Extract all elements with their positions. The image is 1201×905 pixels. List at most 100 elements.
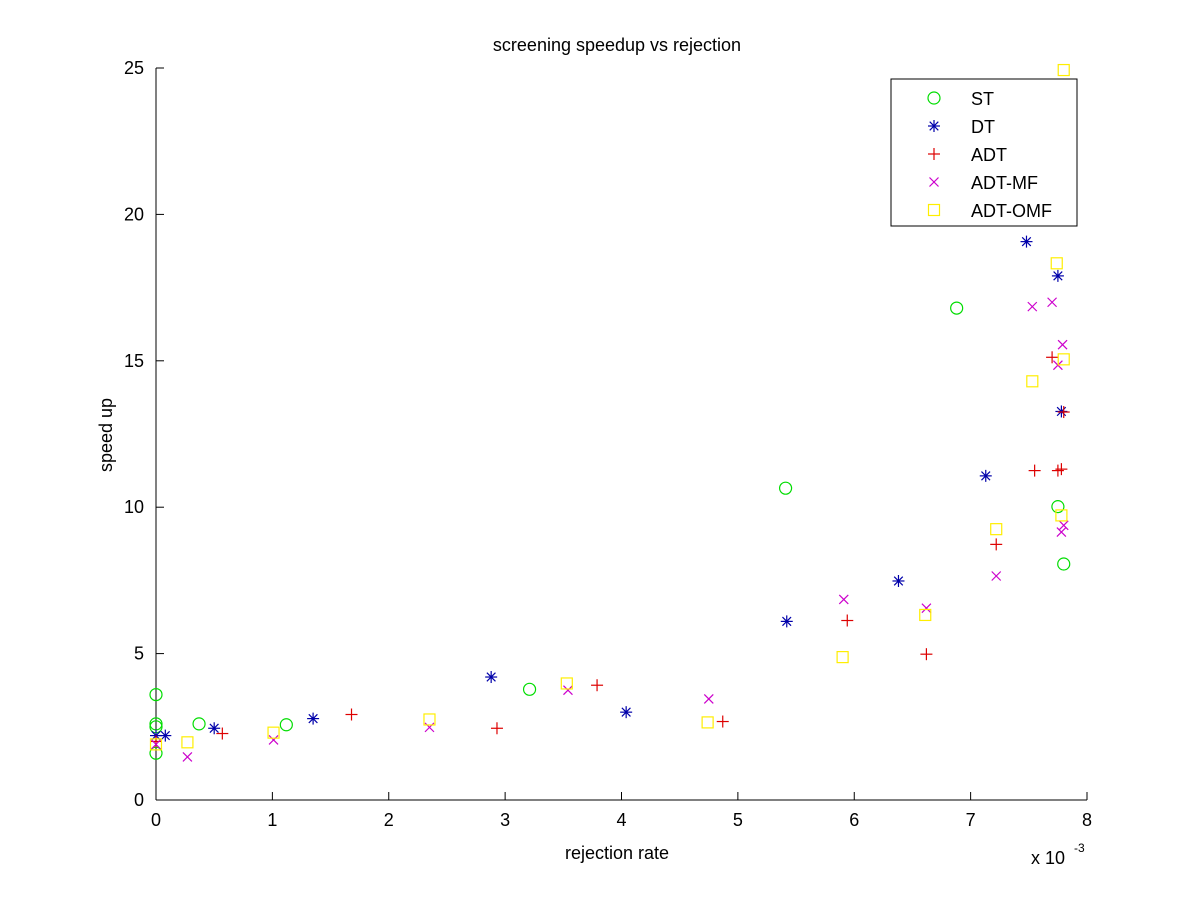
x-tick-label: 7 xyxy=(966,810,976,830)
legend-label: ADT xyxy=(971,145,1007,165)
data-point xyxy=(838,594,849,605)
data-point xyxy=(919,608,932,622)
data-point xyxy=(485,671,498,684)
legend-entry: ADT-OMF xyxy=(927,201,1052,221)
data-point xyxy=(208,722,221,735)
legend-marker xyxy=(928,120,940,132)
x-axis-multiplier-exponent: -3 xyxy=(1074,841,1085,855)
data-point xyxy=(591,679,604,692)
x-ticks: 0 1 2 3 4 5 6 7 8 xyxy=(151,792,1092,830)
x-tick-label: 1 xyxy=(267,810,277,830)
data-point xyxy=(1050,257,1063,270)
data-point xyxy=(149,687,163,702)
x-tick-label: 6 xyxy=(849,810,859,830)
data-point xyxy=(950,301,964,315)
data-point xyxy=(159,729,172,742)
legend-marker xyxy=(927,203,941,217)
data-point xyxy=(279,718,293,732)
data-point xyxy=(267,726,280,739)
y-ticks: 0 5 10 15 20 25 xyxy=(124,58,164,810)
x-tick-label: 3 xyxy=(500,810,510,830)
y-tick-label: 10 xyxy=(124,497,144,517)
data-point xyxy=(1057,406,1070,419)
data-point xyxy=(620,706,633,719)
data-point xyxy=(345,708,358,721)
y-tick-label: 0 xyxy=(134,790,144,810)
legend: ST DT ADT ADT-MF ADT-OMF xyxy=(890,78,1078,227)
data-point xyxy=(1055,463,1068,476)
data-point xyxy=(778,481,793,495)
data-point xyxy=(181,736,194,749)
data-point xyxy=(841,614,854,627)
legend-entry: ADT-MF xyxy=(929,173,1038,193)
data-point xyxy=(990,523,1003,536)
y-tick-label: 25 xyxy=(124,58,144,78)
data-point xyxy=(522,682,537,696)
legend-label: ST xyxy=(971,89,994,109)
legend-entries: ST DT ADT ADT-MF ADT-OMF xyxy=(927,89,1052,221)
data-point xyxy=(701,716,714,729)
data-point xyxy=(703,694,714,704)
y-tick-label: 20 xyxy=(124,204,144,224)
legend-marker xyxy=(927,91,941,105)
data-point xyxy=(216,727,229,740)
x-tick-label: 0 xyxy=(151,810,161,830)
y-tick-label: 5 xyxy=(134,644,144,664)
data-point xyxy=(1056,527,1067,538)
series-adt xyxy=(150,351,1070,748)
data-point xyxy=(268,735,279,745)
legend-marker xyxy=(928,148,940,160)
data-point xyxy=(1047,297,1058,308)
data-point xyxy=(991,571,1002,581)
x-axis-multiplier: x 10 -3 xyxy=(1031,841,1085,868)
data-point xyxy=(920,648,933,661)
series-st xyxy=(149,301,1071,760)
legend-entry: ADT xyxy=(928,145,1007,165)
data-point xyxy=(182,752,193,762)
data-points xyxy=(149,63,1071,762)
x-axis-label: rejection rate xyxy=(565,843,669,863)
legend-entry: DT xyxy=(928,117,995,137)
data-point xyxy=(1058,520,1069,531)
data-point xyxy=(149,738,163,751)
legend-marker xyxy=(929,177,939,187)
legend-label: ADT-OMF xyxy=(971,201,1052,221)
data-point xyxy=(921,603,932,614)
data-point xyxy=(979,469,992,482)
data-point xyxy=(1026,375,1039,388)
data-point xyxy=(716,715,729,728)
data-point xyxy=(1051,269,1064,282)
x-tick-label: 5 xyxy=(733,810,743,830)
data-point xyxy=(151,739,161,750)
data-point xyxy=(1028,464,1041,477)
data-point xyxy=(1020,235,1033,248)
y-axis-label: speed up xyxy=(96,398,116,472)
axes: 0 1 2 3 4 5 6 7 8 0 5 10 15 20 25 xyxy=(124,58,1092,830)
data-point xyxy=(1057,339,1068,350)
data-point xyxy=(1057,557,1071,571)
data-point xyxy=(1055,509,1068,522)
data-point xyxy=(192,717,206,731)
data-point xyxy=(780,615,793,628)
data-point xyxy=(490,722,503,735)
data-point xyxy=(1046,351,1059,364)
chart-title: screening speedup vs rejection xyxy=(493,35,741,55)
data-point xyxy=(836,651,849,664)
data-point xyxy=(1057,63,1070,77)
legend-label: DT xyxy=(971,117,995,137)
data-point xyxy=(1051,500,1065,514)
data-point xyxy=(1057,353,1070,366)
x-axis-multiplier-base: x 10 xyxy=(1031,848,1065,868)
data-point xyxy=(307,712,320,725)
legend-entry: ST xyxy=(927,89,994,109)
series-adt-omf xyxy=(149,63,1070,751)
legend-label: ADT-MF xyxy=(971,173,1038,193)
x-tick-label: 4 xyxy=(616,810,626,830)
data-point xyxy=(150,735,162,748)
y-tick-label: 15 xyxy=(124,351,144,371)
data-point xyxy=(423,713,436,726)
x-tick-label: 2 xyxy=(384,810,394,830)
data-point xyxy=(1027,301,1038,312)
